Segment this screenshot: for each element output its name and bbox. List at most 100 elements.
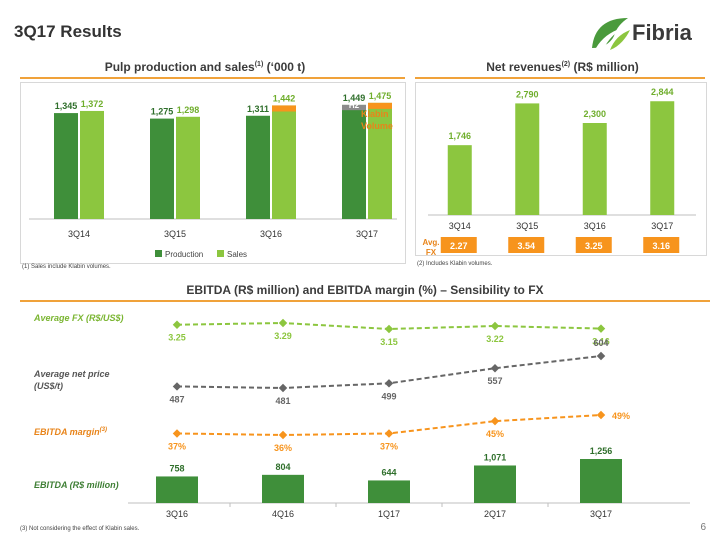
price-marker-4q16: [278, 383, 288, 393]
page-number: 6: [700, 522, 706, 533]
margin-label-3q16: 37%: [168, 441, 186, 451]
margin-row-label: EBITDA margin(3): [34, 427, 107, 437]
pulp-category-3q15: 3Q15: [164, 229, 186, 239]
ebitda-category-1q17: 1Q17: [378, 509, 400, 519]
sales-label-3q14: 1,372: [81, 99, 104, 109]
sales-bar-3q16: [272, 105, 296, 219]
margin-marker-2q17: [490, 416, 500, 426]
price-row-label: Average net price (US$/t): [34, 368, 110, 392]
fx-label-line2: FX: [426, 248, 437, 257]
sales-label-3q17: 1,475: [369, 91, 392, 101]
fx-marker-2q17: [490, 321, 500, 331]
klabin-segment-3q17: [368, 102, 392, 109]
price-label-2q17: 557: [487, 376, 502, 386]
fibria-logo: Fibria: [588, 14, 708, 54]
fx-box-3q17: [643, 237, 680, 253]
production-label-3q14: 1,345: [55, 101, 78, 111]
production-label-3q17: 1,449: [343, 93, 366, 103]
ebitda-category-2q17: 2Q17: [484, 509, 506, 519]
production-label-3q16: 1,311: [247, 104, 269, 114]
sales-bar-3q17: [368, 102, 392, 219]
revenue-bar-3q17: [650, 101, 675, 215]
fx-box-3q16: [575, 237, 612, 253]
ebitda-label-3q16: 758: [169, 463, 184, 473]
revenue-footnote: (2) Includes Klabin volumes.: [417, 261, 493, 267]
ebitda-bar-1q17: [368, 480, 410, 503]
margin-label-3q17: 49%: [612, 411, 630, 421]
revenue-title-unit: (R$ million): [570, 60, 639, 74]
ebitda-section-title: EBITDA (R$ million) and EBITDA margin (%…: [186, 283, 544, 297]
revenue-title-main: Net revenues: [486, 60, 562, 74]
fx-label-4q16: 3.29: [274, 331, 292, 341]
margin-label-2q17: 45%: [486, 429, 504, 439]
margin-row-label-sup: (3): [99, 427, 108, 433]
production-bar-3q14: [54, 113, 78, 219]
pulp-category-3q17: 3Q17: [356, 229, 378, 239]
revenue-label-3q14: 1,746: [448, 131, 471, 141]
ebitda-bar-3q16: [156, 476, 198, 503]
revenue-category-3q17: 3Q17: [651, 221, 673, 231]
ebitda-category-3q17: 3Q17: [590, 509, 612, 519]
leaf-icon: [592, 18, 630, 50]
price-label-3q17: 604: [593, 338, 608, 348]
revenue-bar-3q16: [582, 123, 607, 215]
pulp-section-title: Pulp production and sales(1) (‘000 t): [20, 60, 390, 74]
fx-row-label: Average FX (R$/US$): [34, 313, 124, 323]
price-marker-3q16: [172, 382, 182, 391]
revenue-section-title: Net revenues(2) (R$ million): [415, 60, 710, 74]
production-label-3q15: 1,275: [151, 107, 174, 117]
ebitda-row-label: EBITDA (R$ million): [34, 480, 119, 490]
fx-value-3q16: 3.25: [585, 241, 603, 251]
revenue-title-rule: [415, 77, 705, 79]
klabin-segment-3q16: [272, 105, 296, 112]
margin-marker-3q17: [596, 410, 606, 420]
ebitda-label-1q17: 644: [381, 467, 396, 477]
margin-marker-1q17: [384, 429, 394, 438]
margin-label-1q17: 37%: [380, 441, 398, 451]
price-row-label-line2: (US$/t): [34, 381, 63, 391]
fx-box-3q15: [508, 237, 545, 253]
price-label-1q17: 499: [381, 391, 396, 401]
fx-label-1q17: 3.15: [380, 337, 398, 347]
revenue-bar-3q14: [447, 145, 472, 215]
revenue-category-3q15: 3Q15: [516, 221, 538, 231]
ebitda-sensitivity-chart: 3.25 3.29 3.15 3.22 3.16 487 481 499 557 604 37% 36…: [128, 318, 690, 519]
production-bar-3q15: [150, 118, 174, 219]
price-label-3q16: 487: [169, 394, 184, 404]
revenue-title-sup: (2): [561, 61, 571, 68]
fx-label-line1: Avg.: [422, 238, 439, 247]
fx-label-3q17: 3.16: [592, 337, 610, 347]
fx-label-2q17: 3.22: [486, 334, 504, 344]
fx-marker-4q16: [278, 318, 288, 328]
h2-label: H2: [349, 101, 360, 110]
revenue-chart-box: 1,746 3Q14 2,790 3Q15 2,300 3Q16 2,844 3Q17: [415, 82, 707, 256]
fx-value-3q15: 3.54: [517, 241, 535, 251]
ebitda-bar-2q17: [474, 465, 516, 503]
sales-bar-3q14: [80, 110, 104, 219]
pulp-title-main: Pulp production and sales: [104, 60, 255, 74]
ebitda-label-4q16: 804: [275, 462, 290, 472]
pulp-title-rule: [20, 77, 405, 79]
fx-marker-3q16: [172, 320, 182, 329]
ebitda-bar-3q17: [580, 459, 622, 503]
margin-marker-4q16: [278, 430, 288, 440]
pulp-chart-box: 1,345 1,372 3Q14 1,275 1,298 3Q15 1,311 1,442 3Q…: [20, 82, 406, 264]
revenue-label-3q16: 2,300: [583, 109, 606, 119]
ebitda-title-rule: [20, 300, 710, 302]
price-label-4q16: 481: [275, 396, 290, 406]
fx-label-3q16: 3.25: [168, 333, 186, 343]
h2-segment-3q17: [342, 104, 366, 111]
ebitda-label-3q17: 1,256: [590, 446, 613, 456]
pulp-footnote: (1) Sales include Klabin volumes.: [22, 264, 111, 270]
margin-row-label-text: EBITDA margin: [34, 427, 100, 437]
revenue-bar-3q15: [515, 103, 540, 215]
fx-value-3q14: 2.27: [450, 241, 468, 251]
fx-marker-1q17: [384, 324, 394, 334]
sales-label-3q15: 1,298: [177, 105, 200, 115]
sales-label-3q16: 1,442: [273, 93, 296, 103]
fx-value-3q17: 3.16: [652, 241, 670, 251]
price-marker-3q17: [596, 351, 606, 361]
avg-fx-row: Avg.FX 2.27 3.54 3.25 3.16: [422, 237, 680, 257]
revenue-label-3q17: 2,844: [651, 87, 674, 97]
fx-marker-3q17: [596, 324, 606, 333]
